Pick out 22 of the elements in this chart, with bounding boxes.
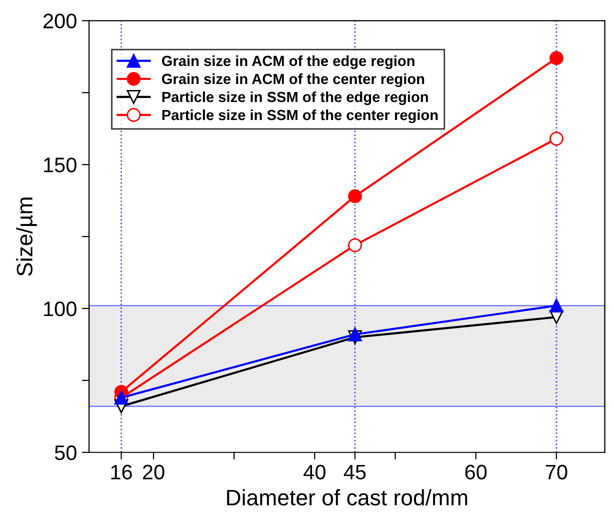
y-tick-label: 200 [44,14,76,28]
x-tick-label: 45 [344,464,366,480]
y-axis-title: Size/µm [16,198,37,276]
x-tick-label: 16 [111,464,132,480]
legend-label: Particle size in SSM of the edge region [162,91,428,106]
point [549,51,564,66]
point [348,189,362,204]
legend-label: Grain size in ACM of the edge region [162,55,414,70]
y-tick-label: 150 [44,158,76,172]
x-tick-label: 70 [546,464,568,480]
y-tick-label: 100 [44,301,76,316]
point [348,238,362,252]
x-tick-label: 20 [142,464,164,480]
x-tick-label: 40 [304,464,326,480]
legend-label: Particle size in SSM of the center region [162,109,438,124]
point [549,132,564,146]
legend-label: Grain size in ACM of the center region [162,73,424,88]
point [549,298,564,313]
point [348,327,362,342]
x-tick-label: 60 [465,464,487,480]
x-axis-title: Diameter of cast rod/mm [227,489,468,506]
y-tick-label: 50 [54,445,76,460]
